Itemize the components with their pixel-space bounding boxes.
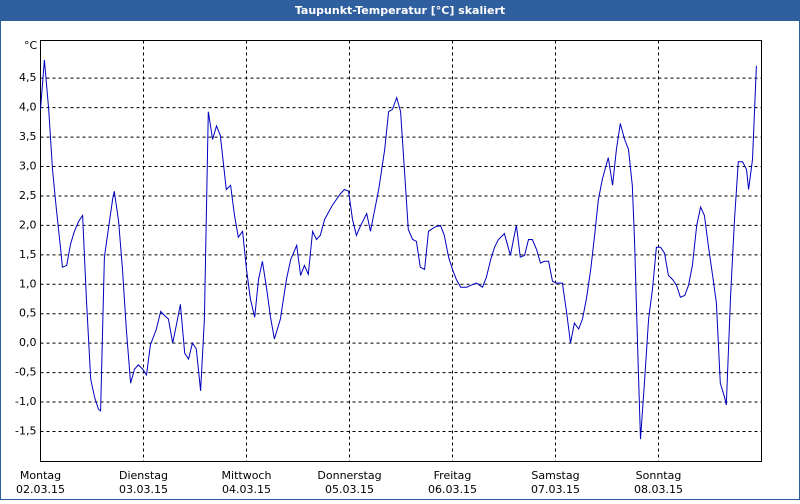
y-tick-label: 2,5 bbox=[19, 189, 37, 202]
x-tick-date: 06.03.15 bbox=[428, 483, 477, 496]
x-tick-label: Samstag bbox=[531, 469, 579, 482]
chart-title: Taupunkt-Temperatur [°C] skaliert bbox=[295, 4, 505, 17]
y-tick-label: 2,0 bbox=[19, 218, 37, 231]
x-tick-label: Freitag bbox=[434, 469, 472, 482]
x-tick-date: 02.03.15 bbox=[16, 483, 65, 496]
y-axis-label: °C bbox=[24, 39, 38, 52]
y-tick-label: 1,0 bbox=[19, 277, 37, 290]
x-tick-label: Montag bbox=[20, 469, 61, 482]
y-tick-label: 3,0 bbox=[19, 160, 37, 173]
y-tick-label: 1,5 bbox=[19, 248, 37, 261]
y-tick-label: 4,5 bbox=[19, 71, 37, 84]
x-tick-date: 05.03.15 bbox=[325, 483, 374, 496]
plot-area bbox=[40, 40, 762, 462]
x-tick-date: 07.03.15 bbox=[531, 483, 580, 496]
x-tick-label: Mittwoch bbox=[222, 469, 272, 482]
y-tick-label: 0,0 bbox=[19, 336, 37, 349]
y-tick-label: -1,0 bbox=[15, 395, 36, 408]
title-bar bbox=[0, 0, 800, 21]
x-tick-label: Dienstag bbox=[119, 469, 168, 482]
x-tick-date: 08.03.15 bbox=[634, 483, 683, 496]
data-line bbox=[40, 59, 757, 440]
x-tick-label: Sonntag bbox=[636, 469, 682, 482]
x-tick-date: 03.03.15 bbox=[119, 483, 168, 496]
y-tick-label: -0,5 bbox=[15, 366, 36, 379]
y-tick-label: 0,5 bbox=[19, 307, 37, 320]
y-tick-label: -1,5 bbox=[15, 424, 36, 437]
y-tick-label: 4,0 bbox=[19, 101, 37, 114]
x-tick-label: Donnerstag bbox=[317, 469, 381, 482]
x-tick-date: 04.03.15 bbox=[222, 483, 271, 496]
y-tick-label: 3,5 bbox=[19, 130, 37, 143]
